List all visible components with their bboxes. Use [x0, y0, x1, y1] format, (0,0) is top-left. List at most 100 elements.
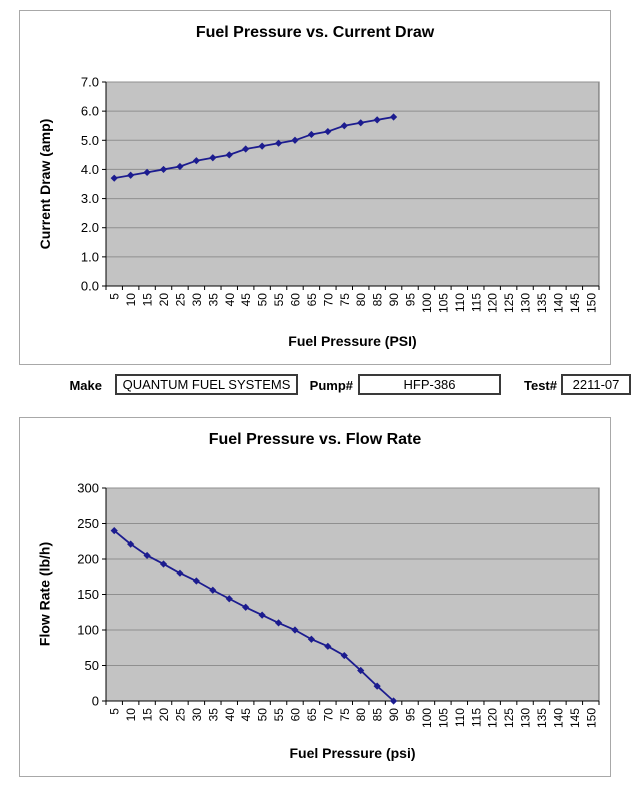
data-point-marker — [192, 157, 200, 165]
data-point-marker — [143, 551, 151, 560]
x-tick-label: 60 — [288, 293, 302, 307]
x-tick-label: 90 — [387, 293, 401, 307]
x-tick-label: 30 — [190, 708, 204, 722]
y-axis-title: Current Draw (amp) — [37, 118, 53, 250]
y-tick-label: 0 — [92, 694, 99, 709]
y-tick-label: 5.0 — [81, 133, 99, 148]
x-tick-label: 110 — [453, 293, 467, 312]
x-tick-label: 65 — [305, 293, 319, 307]
x-tick-label: 50 — [256, 708, 270, 722]
x-tick-label: 105 — [436, 708, 450, 728]
x-tick-label: 20 — [157, 293, 171, 307]
data-point-marker — [242, 145, 250, 153]
y-tick-label: 2.0 — [81, 220, 99, 235]
x-tick-label: 5 — [108, 293, 122, 300]
data-point-marker — [324, 127, 332, 136]
x-tick-label: 15 — [141, 293, 155, 307]
make-label: Make — [69, 378, 102, 393]
x-tick-label: 120 — [486, 708, 500, 728]
data-point-marker — [340, 651, 348, 660]
pump-number-field[interactable]: HFP-386 — [358, 374, 501, 395]
y-tick-label: 4.0 — [81, 162, 99, 177]
x-tick-label: 95 — [404, 708, 418, 722]
y-axis-title: Flow Rate (lb/h) — [36, 541, 53, 647]
y-tick-label: 50 — [85, 658, 99, 673]
data-point-marker — [209, 154, 217, 162]
x-tick-label: 140 — [551, 293, 565, 313]
y-tick-label: 1.0 — [81, 249, 99, 264]
data-point-marker — [389, 113, 398, 121]
x-tick-label: 120 — [486, 293, 500, 313]
chart-title: Fuel Pressure vs. Current Draw — [195, 24, 435, 41]
x-tick-label: 65 — [305, 708, 319, 722]
x-tick-label: 110 — [453, 708, 467, 727]
x-tick-label: 115 — [469, 708, 483, 727]
plot-area — [105, 81, 600, 287]
x-tick-label: 50 — [256, 293, 270, 307]
data-point-marker — [209, 586, 217, 594]
data-point-marker — [291, 136, 299, 144]
pump-number-label: Pump# — [309, 378, 353, 393]
y-tick-label: 250 — [77, 516, 99, 531]
data-point-marker — [307, 130, 316, 139]
x-tick-label: 25 — [173, 293, 187, 307]
data-point-marker — [176, 569, 184, 577]
y-tick-label: 7.0 — [81, 75, 99, 90]
data-point-marker — [192, 577, 200, 585]
x-tick-label: 85 — [371, 293, 385, 307]
x-tick-label: 150 — [584, 293, 598, 313]
flow-rate-chart-panel: Fuel Pressure vs. Flow Rate 0 50 100 150 200… — [19, 417, 611, 777]
x-tick-label: 130 — [519, 708, 533, 728]
x-tick-label: 45 — [239, 708, 253, 722]
x-tick-label: 115 — [469, 293, 483, 312]
chart-title: Fuel Pressure vs. Flow Rate — [208, 431, 422, 448]
x-tick-label: 55 — [272, 293, 286, 307]
data-point-marker — [373, 116, 381, 124]
x-tick-label: 70 — [321, 708, 335, 722]
current-draw-chart-panel: Fuel Pressure vs. Current Draw 0.0 1.0 2.0… — [19, 10, 611, 365]
x-tick-label: 130 — [519, 293, 533, 313]
x-axis-title: Fuel Pressure (psi) — [289, 745, 416, 761]
x-tick-label: 55 — [272, 708, 286, 722]
make-field[interactable]: QUANTUM FUEL SYSTEMS — [115, 374, 298, 395]
y-tick-label: 300 — [77, 481, 99, 496]
series-line — [113, 529, 395, 702]
y-tick-label: 200 — [77, 552, 99, 567]
x-tick-label: 45 — [239, 293, 253, 307]
data-point-marker — [389, 697, 398, 705]
data-point-marker — [340, 122, 348, 130]
x-tick-label: 140 — [551, 708, 565, 728]
x-tick-label: 95 — [404, 293, 418, 307]
y-tick-label: 6.0 — [81, 104, 99, 119]
x-tick-label: 10 — [124, 708, 138, 722]
x-tick-label: 30 — [190, 293, 204, 307]
data-point-marker — [357, 666, 365, 675]
x-tick-label: 70 — [321, 293, 335, 307]
x-tick-label: 125 — [502, 708, 516, 728]
data-point-marker — [110, 174, 118, 182]
x-tick-label: 10 — [124, 293, 138, 307]
data-point-marker — [324, 642, 332, 650]
x-tick-label: 150 — [584, 708, 598, 728]
test-number-field[interactable]: 2211-07 — [561, 374, 631, 395]
x-tick-label: 80 — [354, 708, 368, 722]
x-tick-label: 85 — [371, 708, 385, 722]
x-tick-label: 20 — [157, 708, 171, 722]
x-tick-label: 25 — [173, 708, 187, 722]
x-tick-label: 100 — [420, 708, 434, 728]
x-tick-label: 35 — [206, 293, 220, 307]
data-point-marker — [373, 682, 381, 690]
x-axis-title: Fuel Pressure (PSI) — [288, 333, 417, 349]
y-tick-label: 3.0 — [81, 191, 99, 206]
x-tick-label: 15 — [141, 708, 155, 722]
x-tick-label: 135 — [535, 293, 549, 313]
x-tick-label: 145 — [568, 708, 582, 728]
x-tick-label: 35 — [206, 708, 220, 722]
x-tick-label: 105 — [436, 293, 450, 313]
data-point-marker — [159, 165, 168, 174]
x-tick-label: 145 — [568, 293, 582, 313]
x-tick-label: 80 — [354, 293, 368, 307]
y-tick-label: 0.0 — [81, 279, 99, 294]
